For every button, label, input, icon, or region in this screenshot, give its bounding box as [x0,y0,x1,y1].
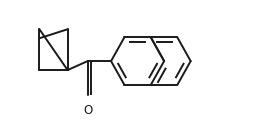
Text: O: O [83,104,92,117]
